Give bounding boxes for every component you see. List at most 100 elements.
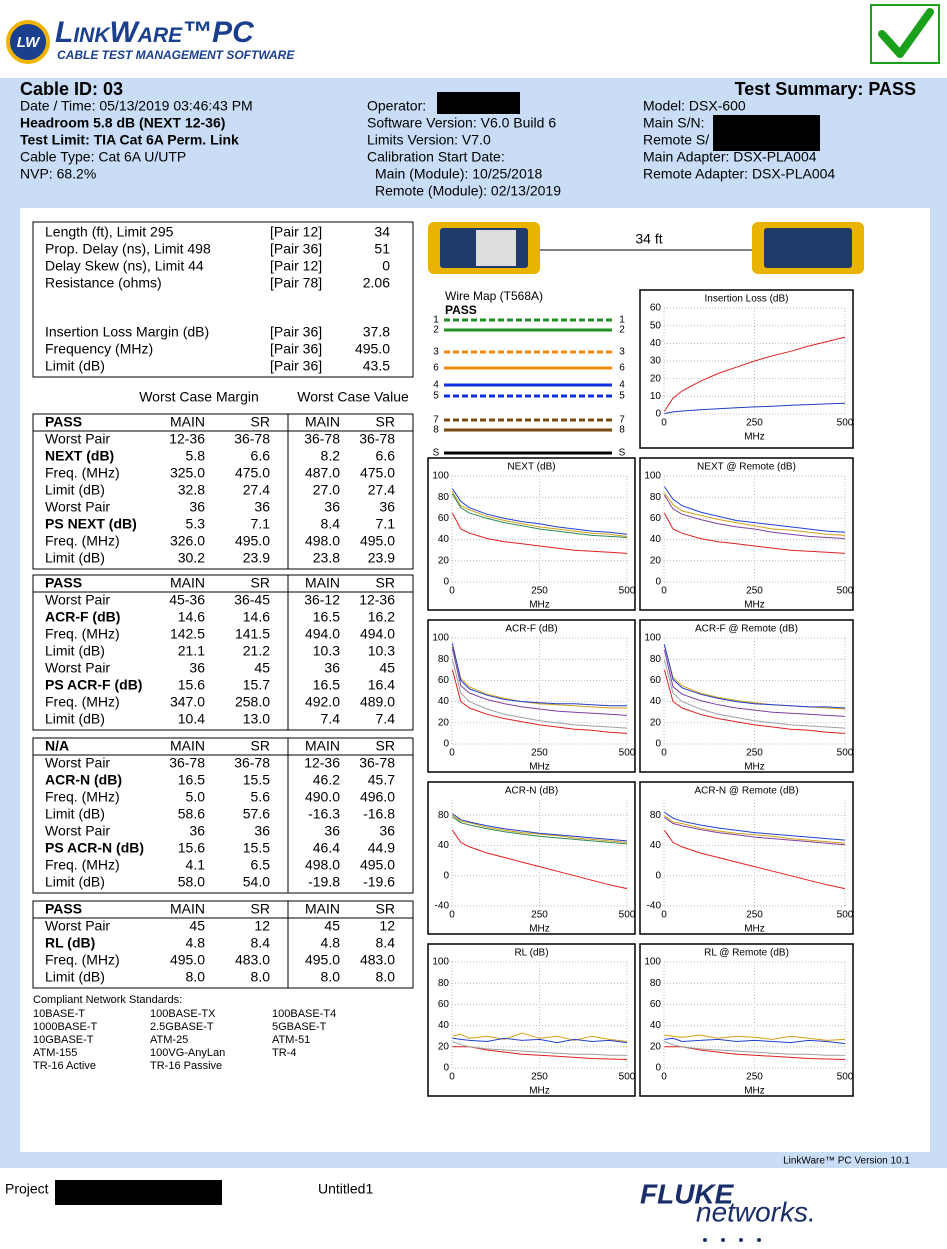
cell: 141.5 (235, 626, 270, 642)
cell: 492.0 (305, 694, 340, 710)
chart-frame (639, 289, 854, 449)
series-line (663, 494, 846, 539)
cell: 46.4 (313, 840, 340, 856)
file-name: Untitled1 (318, 1181, 373, 1197)
cell: 495.0 (170, 952, 205, 968)
cell: 16.5 (178, 772, 205, 788)
y-tick-label: 80 (438, 492, 450, 503)
cell: 12-36 (359, 592, 395, 608)
chart-frame (639, 457, 854, 611)
y-tick-label: 50 (650, 320, 662, 331)
y-tick-label: 80 (438, 978, 450, 989)
section-status: N/A (45, 738, 69, 754)
standard: 100BASE-T4 (272, 1008, 336, 1020)
cell: 58.0 (178, 874, 205, 890)
row-label: Worst Pair (45, 431, 110, 447)
result-pair: [Pair 12] (270, 258, 322, 274)
row-label: Limit (dB) (45, 482, 105, 498)
y-tick-label: 40 (438, 534, 450, 545)
series-line (452, 814, 628, 843)
section-status: PASS (45, 901, 82, 917)
cell: 36 (379, 823, 395, 839)
y-tick-label: 60 (438, 999, 450, 1010)
y-tick-label: 80 (650, 492, 662, 503)
series-line (451, 659, 628, 729)
chart-frame (639, 943, 854, 1097)
result-value: 37.8 (363, 324, 390, 340)
y-tick-label: 0 (655, 409, 661, 420)
x-axis-label: MHz (744, 762, 765, 773)
cell: 54.0 (243, 874, 270, 890)
summary-line: Cable Type: Cat 6A U/UTP (20, 149, 186, 165)
cell: 8.0 (321, 969, 341, 985)
y-tick-label: 20 (438, 717, 450, 728)
cell: 36 (324, 499, 340, 515)
summary-line: Date / Time: 05/13/2019 03:46:43 PM (20, 98, 253, 114)
x-tick-label: 500 (837, 586, 854, 597)
y-tick-label: 10 (650, 391, 662, 402)
y-tick-label: 40 (650, 1020, 662, 1031)
x-tick-label: 250 (746, 748, 763, 759)
summary-line: Limits Version: V7.0 (367, 132, 491, 148)
row-label: Freq. (MHz) (45, 533, 120, 549)
cell: 16.5 (313, 609, 340, 625)
cell: 23.9 (368, 550, 395, 566)
column-header: SR (376, 738, 395, 754)
cell: 5.3 (186, 516, 206, 532)
standard: ATM-51 (272, 1034, 310, 1046)
cable-id: Cable ID: 03 (20, 79, 123, 99)
cell: 495.0 (235, 533, 270, 549)
x-tick-label: 500 (619, 586, 636, 597)
cell: 14.6 (243, 609, 270, 625)
pin-label: 4 (619, 380, 625, 391)
x-axis-label: MHz (744, 1086, 765, 1097)
result-value: 51 (374, 241, 390, 257)
cell: 8.4 (251, 935, 271, 951)
cell: 8.4 (376, 935, 396, 951)
chart-title: RL (dB) (514, 948, 548, 959)
row-label: ACR-F (dB) (45, 609, 120, 625)
series-line (663, 649, 846, 717)
cell: 483.0 (235, 952, 270, 968)
column-header: MAIN (170, 738, 205, 754)
cell: 27.4 (368, 482, 395, 498)
row-label: Worst Pair (45, 660, 110, 676)
chart-title: ACR-F (dB) (505, 624, 557, 635)
section-box (32, 737, 414, 894)
brand-sub: networks. (696, 1196, 816, 1227)
cell: 30.2 (178, 550, 205, 566)
pin-label: 8 (619, 425, 625, 436)
standard: 2.5GBASE-T (150, 1021, 214, 1033)
logo-badge (6, 20, 50, 64)
series-line (663, 669, 846, 734)
chart-title: ACR-N (dB) (505, 786, 558, 797)
cell: 12 (379, 918, 395, 934)
y-tick-label: 0 (443, 870, 449, 881)
pin-label: 5 (433, 391, 439, 402)
y-tick-label: 40 (650, 534, 662, 545)
result-label: Resistance (ohms) (45, 275, 162, 291)
cell: 475.0 (235, 465, 270, 481)
summary-line: Main (Module): 10/25/2018 (375, 166, 543, 182)
cell: 36-45 (234, 592, 270, 608)
row-label: Freq. (MHz) (45, 694, 120, 710)
result-label: Limit (dB) (45, 358, 105, 374)
brand: FLUKE (640, 1178, 735, 1209)
cell: 36-12 (304, 592, 340, 608)
cell: 27.4 (243, 482, 270, 498)
summary-line: Main Adapter: DSX-PLA004 (643, 149, 817, 165)
y-tick-label: 60 (650, 675, 662, 686)
group-header: Worst Case Margin (139, 389, 259, 405)
logo-mark: LW (17, 34, 41, 51)
x-tick-label: 500 (837, 910, 854, 921)
pin-label: 6 (433, 363, 439, 374)
pin-label: 6 (619, 363, 625, 374)
cell: 10.3 (368, 643, 395, 659)
summary-line: Remote (Module): 02/13/2019 (375, 183, 561, 199)
series-line (451, 830, 628, 890)
row-label: Worst Pair (45, 592, 110, 608)
cell: 489.0 (360, 694, 395, 710)
cell: 45 (254, 660, 270, 676)
x-axis-label: MHz (744, 600, 765, 611)
series-line (663, 486, 846, 533)
